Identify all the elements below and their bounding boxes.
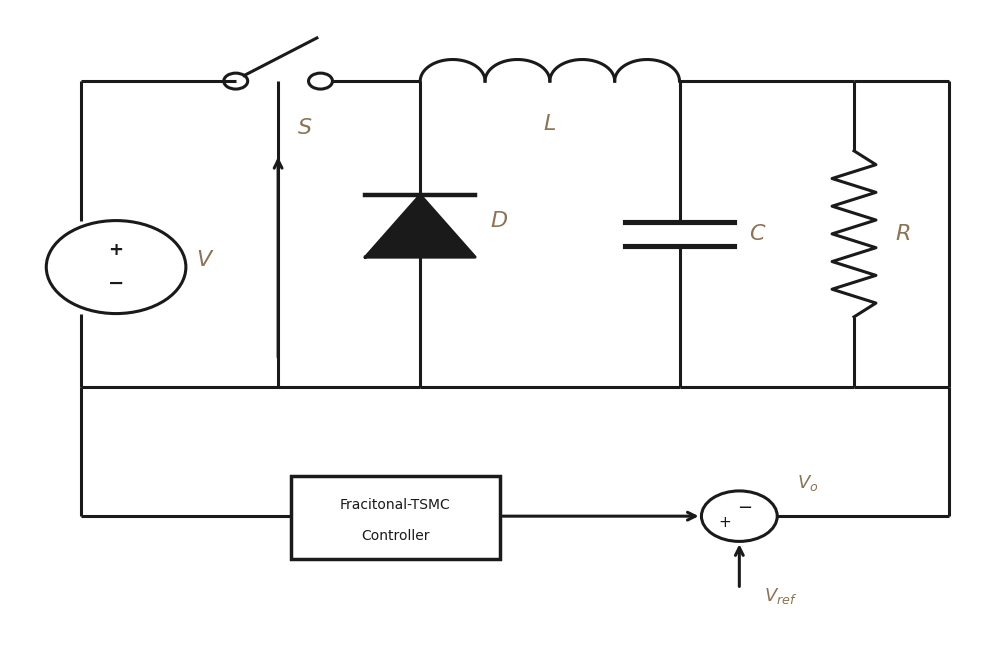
- Text: Controller: Controller: [361, 529, 430, 543]
- Text: +: +: [718, 516, 731, 530]
- FancyBboxPatch shape: [291, 476, 500, 560]
- Text: C: C: [749, 224, 765, 244]
- Text: V$_{ref}$: V$_{ref}$: [764, 586, 798, 606]
- Text: +: +: [109, 241, 124, 259]
- Text: D: D: [490, 211, 507, 231]
- Text: L: L: [544, 114, 556, 134]
- Text: V$_o$: V$_o$: [797, 473, 819, 493]
- Text: −: −: [108, 274, 124, 293]
- Text: V: V: [196, 250, 211, 270]
- Text: S: S: [298, 117, 312, 137]
- Text: R: R: [896, 224, 911, 244]
- Text: Fracitonal-TSMC: Fracitonal-TSMC: [340, 498, 451, 512]
- Polygon shape: [365, 195, 475, 257]
- Text: −: −: [737, 498, 752, 516]
